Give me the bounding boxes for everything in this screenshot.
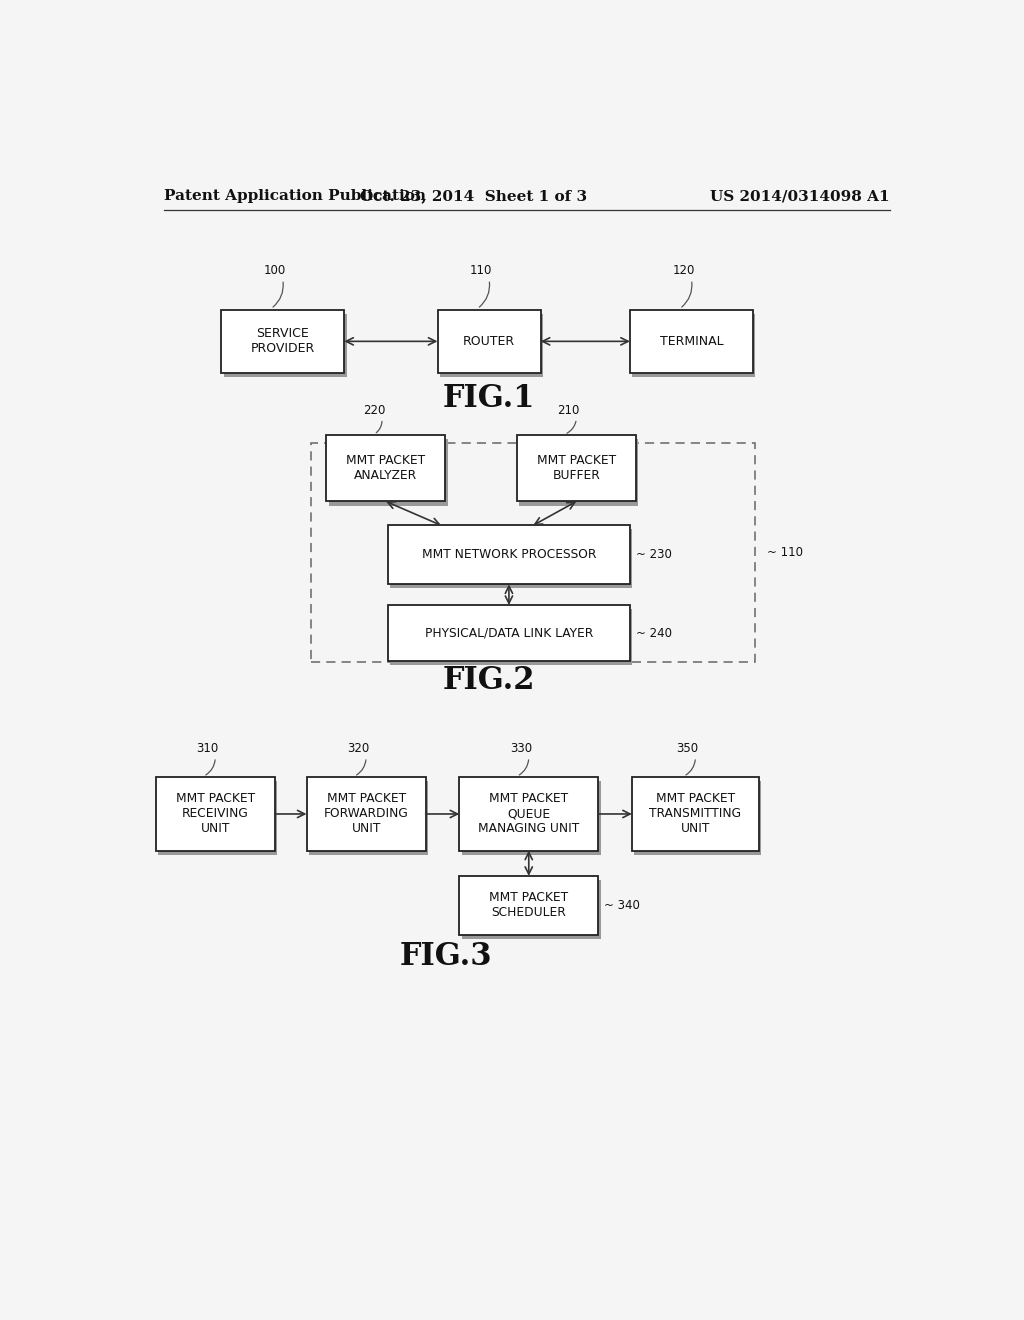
Text: ROUTER: ROUTER <box>463 335 515 348</box>
Text: 330: 330 <box>510 742 531 755</box>
Bar <box>388 605 630 661</box>
Bar <box>329 440 447 506</box>
Bar <box>460 777 598 850</box>
Bar <box>462 880 601 939</box>
Text: 310: 310 <box>197 742 218 755</box>
Bar <box>519 440 638 506</box>
Text: 110: 110 <box>470 264 493 277</box>
Text: MMT PACKET
SCHEDULER: MMT PACKET SCHEDULER <box>489 891 568 920</box>
Text: Oct. 23, 2014  Sheet 1 of 3: Oct. 23, 2014 Sheet 1 of 3 <box>359 189 587 203</box>
Text: ~ 240: ~ 240 <box>636 627 672 640</box>
Text: ~ 110: ~ 110 <box>767 546 803 560</box>
Text: FIG.3: FIG.3 <box>399 941 492 972</box>
Bar <box>158 781 278 854</box>
Text: 210: 210 <box>557 404 580 417</box>
Bar <box>327 436 445 502</box>
Bar <box>388 525 630 585</box>
Text: 100: 100 <box>264 264 286 277</box>
Bar <box>437 310 541 372</box>
Bar <box>390 529 633 589</box>
Text: MMT PACKET
QUEUE
MANAGING UNIT: MMT PACKET QUEUE MANAGING UNIT <box>478 792 580 836</box>
Bar <box>517 436 636 502</box>
Text: SERVICE
PROVIDER: SERVICE PROVIDER <box>251 327 314 355</box>
Text: MMT NETWORK PROCESSOR: MMT NETWORK PROCESSOR <box>422 548 596 561</box>
Bar <box>223 314 347 378</box>
Bar <box>156 777 274 850</box>
Text: US 2014/0314098 A1: US 2014/0314098 A1 <box>711 189 890 203</box>
Text: FIG.1: FIG.1 <box>443 383 536 413</box>
Text: TERMINAL: TERMINAL <box>659 335 723 348</box>
Bar <box>634 781 761 854</box>
Bar <box>633 314 756 378</box>
Text: MMT PACKET
RECEIVING
UNIT: MMT PACKET RECEIVING UNIT <box>176 792 255 836</box>
Text: 320: 320 <box>347 742 370 755</box>
Bar <box>221 310 344 372</box>
Text: MMT PACKET
ANALYZER: MMT PACKET ANALYZER <box>346 454 426 482</box>
Text: FIG.2: FIG.2 <box>442 665 536 697</box>
Bar <box>440 314 543 378</box>
Text: ~ 340: ~ 340 <box>604 899 640 912</box>
Text: PHYSICAL/DATA LINK LAYER: PHYSICAL/DATA LINK LAYER <box>425 627 593 640</box>
Bar <box>390 609 633 665</box>
Bar <box>462 781 601 854</box>
Bar <box>309 781 428 854</box>
Bar <box>460 876 598 935</box>
Bar <box>632 777 759 850</box>
Text: Patent Application Publication: Patent Application Publication <box>164 189 426 203</box>
Text: 120: 120 <box>673 264 694 277</box>
Bar <box>306 777 426 850</box>
Text: 350: 350 <box>677 742 698 755</box>
Text: MMT PACKET
FORWARDING
UNIT: MMT PACKET FORWARDING UNIT <box>324 792 409 836</box>
Text: ~ 230: ~ 230 <box>636 548 672 561</box>
Text: MMT PACKET
BUFFER: MMT PACKET BUFFER <box>537 454 616 482</box>
Text: 220: 220 <box>362 404 385 417</box>
Bar <box>630 310 753 372</box>
Text: MMT PACKET
TRANSMITTING
UNIT: MMT PACKET TRANSMITTING UNIT <box>649 792 741 836</box>
Bar <box>310 444 755 661</box>
